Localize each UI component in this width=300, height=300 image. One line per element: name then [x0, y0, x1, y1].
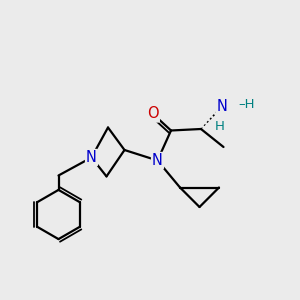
Text: N: N: [152, 153, 163, 168]
Text: N: N: [86, 150, 97, 165]
Text: –H: –H: [238, 98, 255, 111]
Text: H: H: [215, 120, 224, 133]
Text: O: O: [147, 106, 159, 122]
Text: N: N: [217, 99, 227, 114]
